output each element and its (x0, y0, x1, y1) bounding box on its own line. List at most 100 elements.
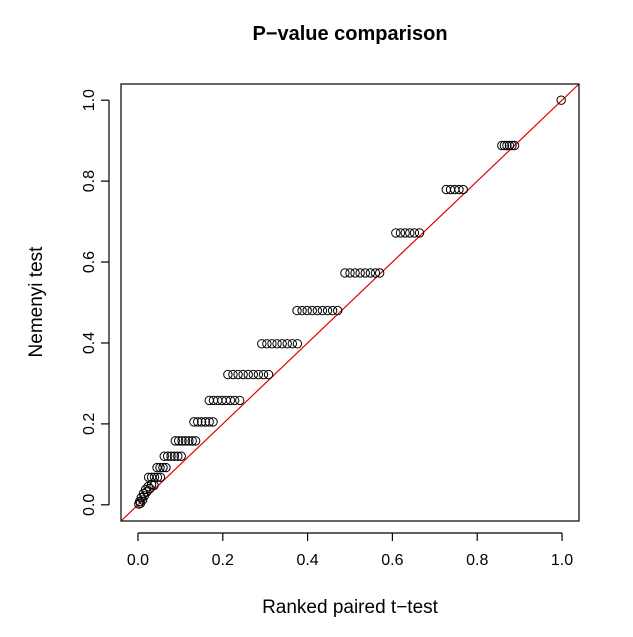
data-point (355, 268, 365, 278)
axis-ticks: 0.0 0.2 0.4 0.6 0.8 1.0 0.0 0.2 0.4 0.6 0.8 1.0 (81, 89, 573, 569)
data-point (180, 436, 191, 446)
data-point (173, 436, 184, 446)
data-point (502, 140, 512, 151)
data-point (208, 417, 218, 427)
data-point (297, 305, 307, 316)
data-point (360, 268, 370, 278)
chart-title: P−value comparison (252, 23, 447, 45)
y-tick-label: 0.6 (81, 251, 98, 273)
data-point (140, 484, 151, 495)
data-point (504, 140, 515, 151)
x-tick-label: 1.0 (551, 552, 573, 569)
data-point (287, 339, 298, 349)
x-tick-label: 0.6 (381, 552, 403, 569)
data-point (170, 436, 180, 446)
data-point (193, 417, 203, 427)
data-point (235, 395, 245, 406)
data-point (317, 305, 328, 316)
data-point (322, 305, 333, 316)
data-point (509, 140, 520, 151)
x-tick-label: 0.8 (466, 552, 488, 569)
data-point (292, 339, 303, 349)
data-point (458, 184, 468, 195)
data-point (248, 369, 259, 380)
data-point (152, 462, 162, 473)
data-point (161, 462, 171, 473)
data-point (409, 228, 420, 238)
data-point (497, 140, 507, 151)
data-point (405, 228, 415, 238)
plot-frame (120, 83, 580, 522)
data-point (189, 417, 199, 427)
x-tick-label: 0.0 (127, 552, 149, 569)
y-tick-label: 0.0 (81, 494, 98, 516)
data-point (345, 268, 355, 278)
data-point (395, 228, 406, 238)
data-point (253, 369, 264, 380)
data-point (340, 268, 350, 278)
data-point (158, 462, 168, 473)
data-point (370, 268, 381, 278)
data-point (184, 436, 194, 446)
data-point (267, 339, 277, 349)
data-point (225, 395, 236, 406)
data-point (556, 95, 566, 105)
data-point (146, 472, 157, 482)
y-tick-label: 1.0 (81, 89, 98, 111)
data-point (302, 305, 312, 316)
data-point (169, 451, 180, 461)
data-point (262, 339, 272, 349)
data-point (257, 339, 267, 349)
data-point (155, 472, 166, 482)
data-point (333, 305, 343, 316)
data-point (374, 268, 385, 278)
data-point (414, 228, 425, 238)
data-point (312, 305, 323, 316)
reference-line-group (120, 83, 580, 522)
data-points (134, 95, 566, 509)
x-tick-label: 0.4 (296, 552, 318, 569)
data-point (400, 228, 410, 238)
data-point (200, 417, 211, 427)
data-point (272, 339, 282, 349)
data-point (258, 369, 269, 380)
x-tick-label: 0.2 (212, 552, 234, 569)
data-point (159, 451, 169, 461)
data-point (454, 184, 464, 195)
data-point (243, 369, 253, 380)
data-point (143, 472, 154, 482)
data-point (307, 305, 317, 316)
data-point (173, 451, 183, 461)
data-point (277, 339, 287, 349)
data-point (282, 339, 292, 349)
y-tick-label: 0.4 (81, 332, 98, 354)
data-point (135, 498, 146, 508)
y-tick-label: 0.8 (81, 170, 98, 192)
data-point (142, 487, 152, 497)
y-tick-label: 0.2 (81, 413, 98, 435)
data-point (263, 369, 274, 380)
data-point (223, 369, 233, 380)
data-point (238, 369, 248, 380)
data-point (196, 417, 207, 427)
data-point (204, 417, 214, 427)
data-point (228, 369, 238, 380)
data-point (190, 436, 201, 446)
data-point (137, 495, 148, 505)
data-point (229, 395, 240, 406)
x-axis-label: Ranked paired t−test (262, 597, 439, 618)
data-point (365, 268, 376, 278)
data-point (391, 228, 401, 238)
data-point (292, 305, 302, 316)
data-point (149, 472, 160, 482)
data-point (350, 268, 360, 278)
data-point (166, 451, 176, 461)
data-point (327, 305, 338, 316)
data-point (177, 436, 187, 446)
y-axis-label: Nemenyi test (26, 246, 47, 358)
data-point (187, 436, 197, 446)
data-point (499, 140, 510, 151)
data-point (155, 462, 165, 473)
